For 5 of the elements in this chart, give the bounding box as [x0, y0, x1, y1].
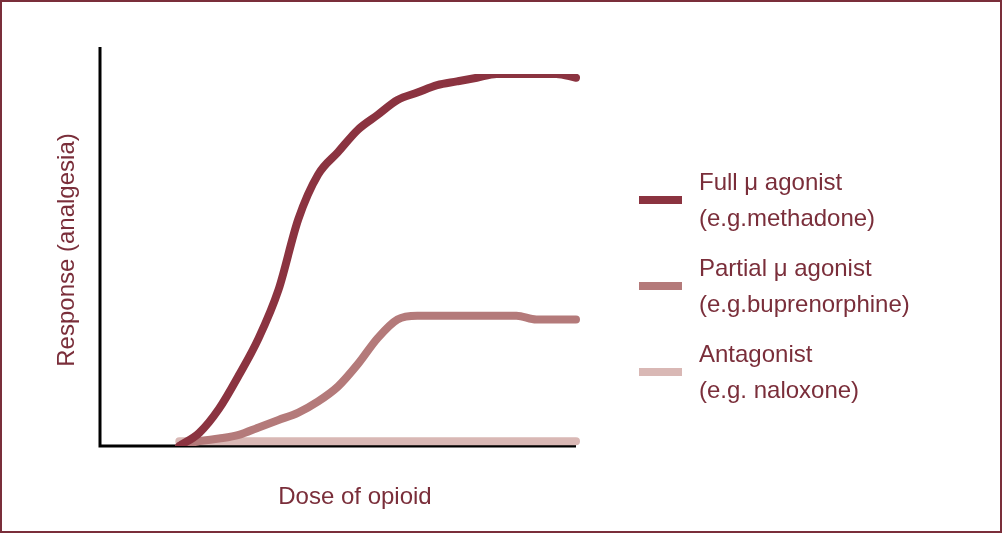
legend-label: Partial μ agonist (e.g.buprenorphine)	[699, 253, 910, 319]
x-axis-title: Dose of opioid	[277, 482, 433, 510]
y-axis-title: Response (analgesia)	[52, 133, 80, 367]
legend-label: Full μ agonist (e.g.methadone)	[699, 167, 876, 233]
legend-label: Antagonist (e.g. naloxone)	[699, 339, 860, 405]
